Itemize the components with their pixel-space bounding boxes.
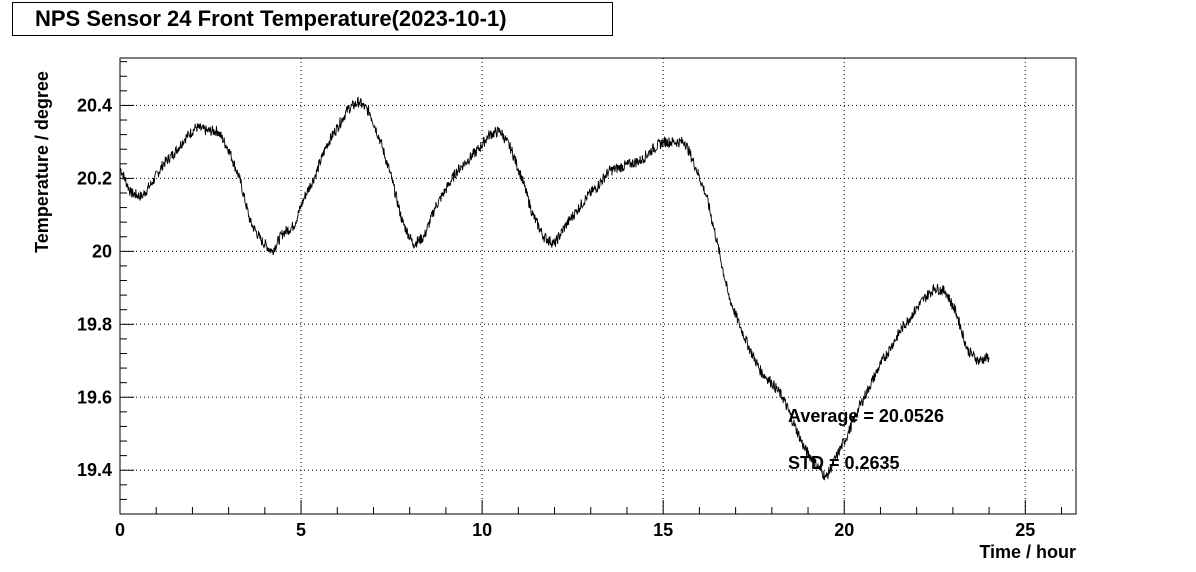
average-annotation: Average = 20.0526 <box>788 406 944 426</box>
tick-labels: 0 5 10 15 20 25 19.4 19.6 19.8 20 20.2 20.4 <box>77 95 1035 540</box>
grid-lines <box>120 58 1076 514</box>
y-tick-label: 20 <box>92 241 112 261</box>
x-tick-label: 20 <box>834 520 854 540</box>
x-tick-label: 25 <box>1015 520 1035 540</box>
x-tick-label: 15 <box>653 520 673 540</box>
chart-title: NPS Sensor 24 Front Temperature(2023-10-… <box>35 6 507 31</box>
y-tick-label: 19.8 <box>77 314 112 334</box>
x-axis-label: Time / hour <box>979 542 1076 562</box>
std-annotation: STD = 0.2635 <box>788 453 900 473</box>
x-tick-label: 10 <box>472 520 492 540</box>
y-tick-label: 20.2 <box>77 168 112 188</box>
temperature-series-line <box>119 96 990 481</box>
axis-ticks <box>119 61 1063 515</box>
x-tick-label: 5 <box>296 520 306 540</box>
series-layer <box>119 96 990 481</box>
x-tick-label: 0 <box>115 520 125 540</box>
y-tick-label: 19.6 <box>77 387 112 407</box>
plot-frame <box>119 57 1077 515</box>
y-tick-label: 20.4 <box>77 95 112 115</box>
y-tick-label: 19.4 <box>77 460 112 480</box>
chart-title-box: NPS Sensor 24 Front Temperature(2023-10-… <box>12 2 613 36</box>
y-axis-label: Temperature / degree <box>32 71 52 253</box>
